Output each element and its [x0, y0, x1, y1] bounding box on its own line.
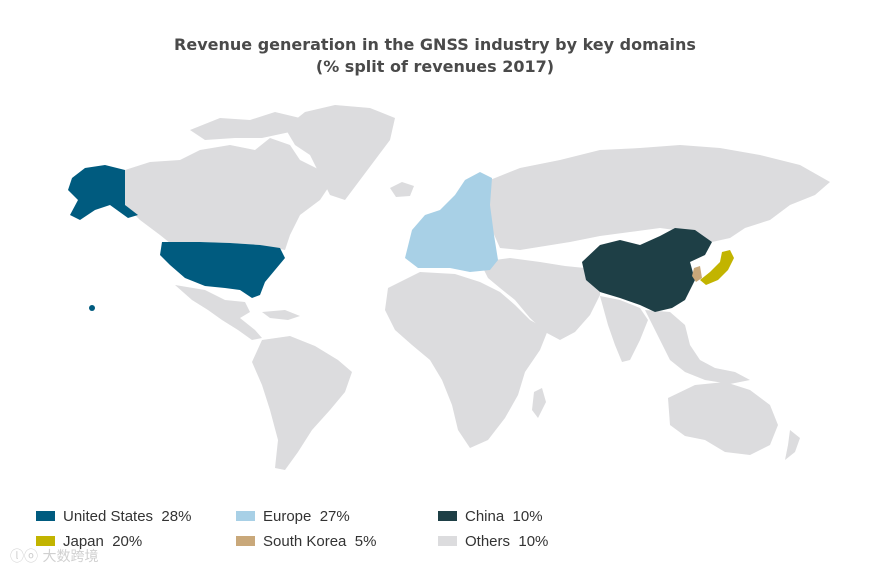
legend-swatch	[236, 511, 255, 521]
watermark-logo-icon: ⓛⓞ	[10, 549, 38, 565]
region-united-states	[160, 242, 285, 298]
legend-value: 20%	[112, 532, 143, 550]
mexico-shape	[175, 285, 262, 340]
legend-swatch	[236, 536, 255, 546]
legend-value: 10%	[512, 507, 543, 525]
africa-shape	[385, 272, 548, 448]
caribbean-shape	[262, 310, 300, 320]
canada-shape	[125, 138, 330, 250]
region-south-korea	[692, 266, 702, 282]
iceland-shape	[390, 182, 414, 197]
south-america-shape	[252, 336, 352, 470]
watermark-text: 大数跨境	[42, 549, 99, 565]
region-japan	[700, 250, 734, 285]
legend-value: 10%	[518, 532, 549, 550]
region-alaska	[68, 165, 138, 220]
legend-label: United States	[63, 507, 154, 525]
russia-shape	[488, 145, 830, 250]
legend-item-united-states: United States 28%	[36, 506, 191, 526]
legend-item-china: China 10%	[438, 506, 543, 526]
region-europe	[405, 172, 498, 272]
legend-swatch	[438, 511, 457, 521]
australia-shape	[668, 382, 778, 455]
legend-item-others: Others 10%	[438, 531, 548, 551]
chart-title-line-1: Revenue generation in the GNSS industry …	[174, 35, 696, 54]
legend-item-japan: Japan 20%	[36, 531, 142, 551]
world-map	[68, 105, 830, 470]
legend-value: 27%	[319, 507, 350, 525]
legend-swatch	[36, 536, 55, 546]
legend-swatch	[438, 536, 457, 546]
region-hawaii	[89, 305, 95, 311]
middle-east-shape	[480, 258, 600, 340]
region-others	[125, 105, 830, 470]
legend-label: Japan	[63, 532, 104, 550]
legend-value: 28%	[161, 507, 192, 525]
southeast-asia-shape	[645, 310, 750, 384]
greenland-shape	[285, 105, 395, 200]
legend-label: South Korea	[263, 532, 347, 550]
chart-title: Revenue generation in the GNSS industry …	[0, 34, 870, 78]
legend-label: Europe	[263, 507, 312, 525]
legend-label: Others	[465, 532, 511, 550]
watermark: ⓛⓞ 大数跨境	[10, 546, 98, 566]
legend-label: China	[465, 507, 505, 525]
legend-value: 5%	[354, 532, 377, 550]
india-shape	[600, 296, 648, 362]
chart-title-line-2: (% split of revenues 2017)	[315, 57, 555, 76]
legend-swatch	[36, 511, 55, 521]
region-china	[582, 228, 712, 312]
new-zealand-shape	[785, 430, 800, 460]
legend-item-europe: Europe 27%	[236, 506, 350, 526]
madagascar-shape	[532, 388, 546, 418]
arctic-islands-shape	[190, 112, 300, 140]
legend-item-south-korea: South Korea 5%	[236, 531, 376, 551]
